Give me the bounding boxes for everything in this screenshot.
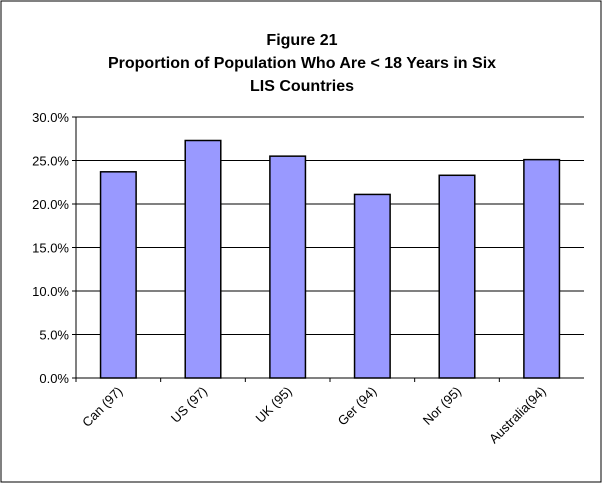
y-tick-label: 5.0% bbox=[39, 328, 69, 343]
chart-title: Figure 21 bbox=[266, 32, 337, 49]
y-tick-label: 15.0% bbox=[32, 241, 69, 256]
bar bbox=[438, 174, 476, 379]
y-tick-label: 20.0% bbox=[32, 197, 69, 212]
chart-title: Proportion of Population Who Are < 18 Ye… bbox=[108, 55, 496, 72]
bar bbox=[184, 139, 222, 379]
bar bbox=[99, 171, 137, 379]
y-tick-label: 30.0% bbox=[32, 110, 69, 125]
y-tick-label: 0.0% bbox=[39, 371, 69, 386]
bar bbox=[353, 193, 391, 379]
y-tick-label: 10.0% bbox=[32, 284, 69, 299]
y-tick-label: 25.0% bbox=[32, 154, 69, 169]
chart-title: LIS Countries bbox=[250, 78, 354, 95]
bar bbox=[269, 155, 307, 379]
bar bbox=[523, 158, 561, 379]
